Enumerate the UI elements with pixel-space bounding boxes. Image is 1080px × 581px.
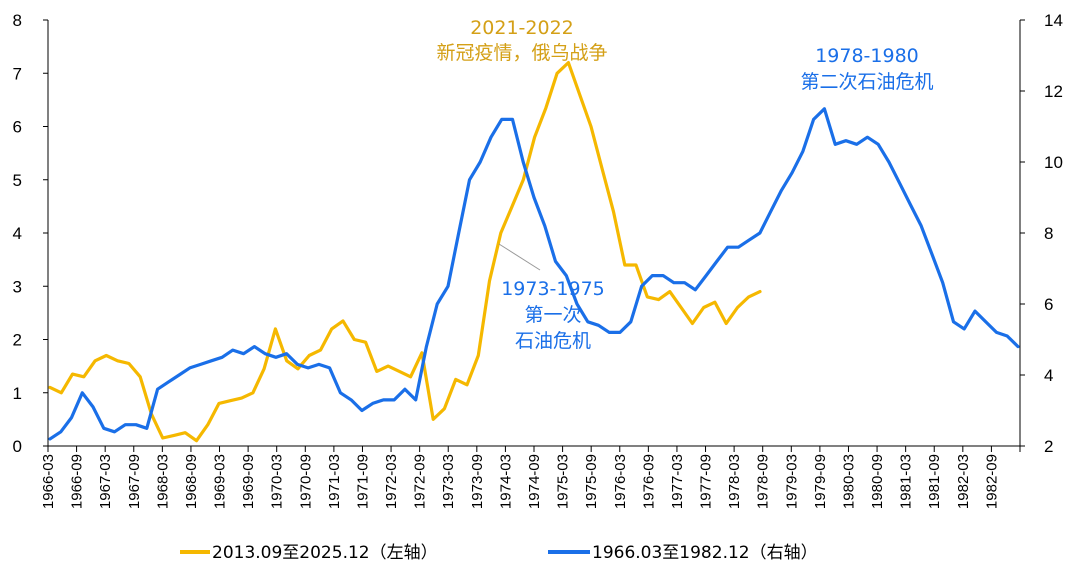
x-tick-label: 1974-09	[526, 454, 543, 509]
series-line-2013-2025	[48, 61, 762, 443]
x-tick-label: 1972-09	[412, 454, 429, 509]
x-tick-label: 1970-09	[297, 454, 314, 509]
x-tick-label: 1967-09	[126, 454, 143, 509]
x-tick-label: 1978-03	[726, 454, 743, 509]
left-tick-label: 2	[13, 331, 22, 350]
x-tick-label: 1974-03	[497, 454, 514, 509]
x-tick-label: 1975-09	[583, 454, 600, 509]
x-tick-label: 1968-09	[183, 454, 200, 509]
x-tick-label: 1967-03	[97, 454, 114, 509]
left-tick-label: 3	[13, 277, 22, 296]
annotation-leader-line	[498, 243, 541, 271]
x-tick-label: 1977-09	[698, 454, 715, 509]
x-tick-label: 1976-09	[640, 454, 657, 509]
x-tick-label: 1977-03	[669, 454, 686, 509]
x-tick-label: 1978-09	[755, 454, 772, 509]
right-tick-label: 14	[1044, 11, 1063, 30]
x-tick-label: 1971-09	[354, 454, 371, 509]
left-tick-label: 4	[13, 224, 22, 243]
x-tick-label: 1980-09	[869, 454, 886, 509]
legend-label: 2013.09至2025.12（左轴）	[212, 543, 438, 563]
x-tick-label: 1980-03	[840, 454, 857, 509]
left-tick-label: 8	[13, 11, 22, 30]
right-tick-label: 4	[1044, 366, 1053, 385]
x-tick-label: 1981-03	[898, 454, 915, 509]
right-tick-label: 10	[1044, 153, 1063, 172]
right-tick-label: 6	[1044, 295, 1053, 314]
x-tick-label: 1966-03	[40, 454, 57, 509]
annotation-1978-1980-line: 第二次石油危机	[800, 71, 933, 93]
annotation-1978-1980-line: 1978-1980	[815, 45, 919, 67]
annotation-1973-1975-line: 第一次	[524, 304, 581, 326]
x-tick-label: 1979-09	[812, 454, 829, 509]
x-tick-label: 1973-09	[469, 454, 486, 509]
x-tick-label: 1968-03	[154, 454, 171, 509]
x-tick-label: 1966-09	[69, 454, 86, 509]
x-tick-label: 1982-09	[983, 454, 1000, 509]
x-tick-label: 1979-03	[783, 454, 800, 509]
series-line-1966-1982	[48, 107, 1020, 441]
x-tick-label: 1982-03	[955, 454, 972, 509]
x-tick-label: 1971-03	[326, 454, 343, 509]
annotation-2021-2022-line: 新冠疫情，俄乌战争	[436, 42, 607, 64]
left-tick-label: 5	[13, 171, 22, 190]
x-tick-label: 1972-03	[383, 454, 400, 509]
x-tick-label: 1969-03	[212, 454, 229, 509]
x-tick-label: 1975-03	[555, 454, 572, 509]
x-tick-label: 1973-03	[440, 454, 457, 509]
x-tick-label: 1969-09	[240, 454, 257, 509]
left-tick-label: 7	[13, 64, 22, 83]
legend-label: 1966.03至1982.12（右轴）	[592, 543, 818, 563]
left-tick-label: 1	[13, 384, 22, 403]
left-tick-label: 0	[13, 437, 22, 456]
right-tick-label: 12	[1044, 82, 1063, 101]
left-tick-label: 6	[13, 118, 22, 137]
annotation-1973-1975-line: 1973-1975	[501, 278, 605, 300]
right-tick-label: 8	[1044, 224, 1053, 243]
x-tick-label: 1976-03	[612, 454, 629, 509]
x-tick-label: 1970-03	[269, 454, 286, 509]
annotation-1973-1975-line: 石油危机	[515, 330, 591, 352]
annotation-2021-2022-line: 2021-2022	[470, 17, 574, 39]
right-tick-label: 2	[1044, 437, 1053, 456]
x-tick-label: 1981-09	[926, 454, 943, 509]
